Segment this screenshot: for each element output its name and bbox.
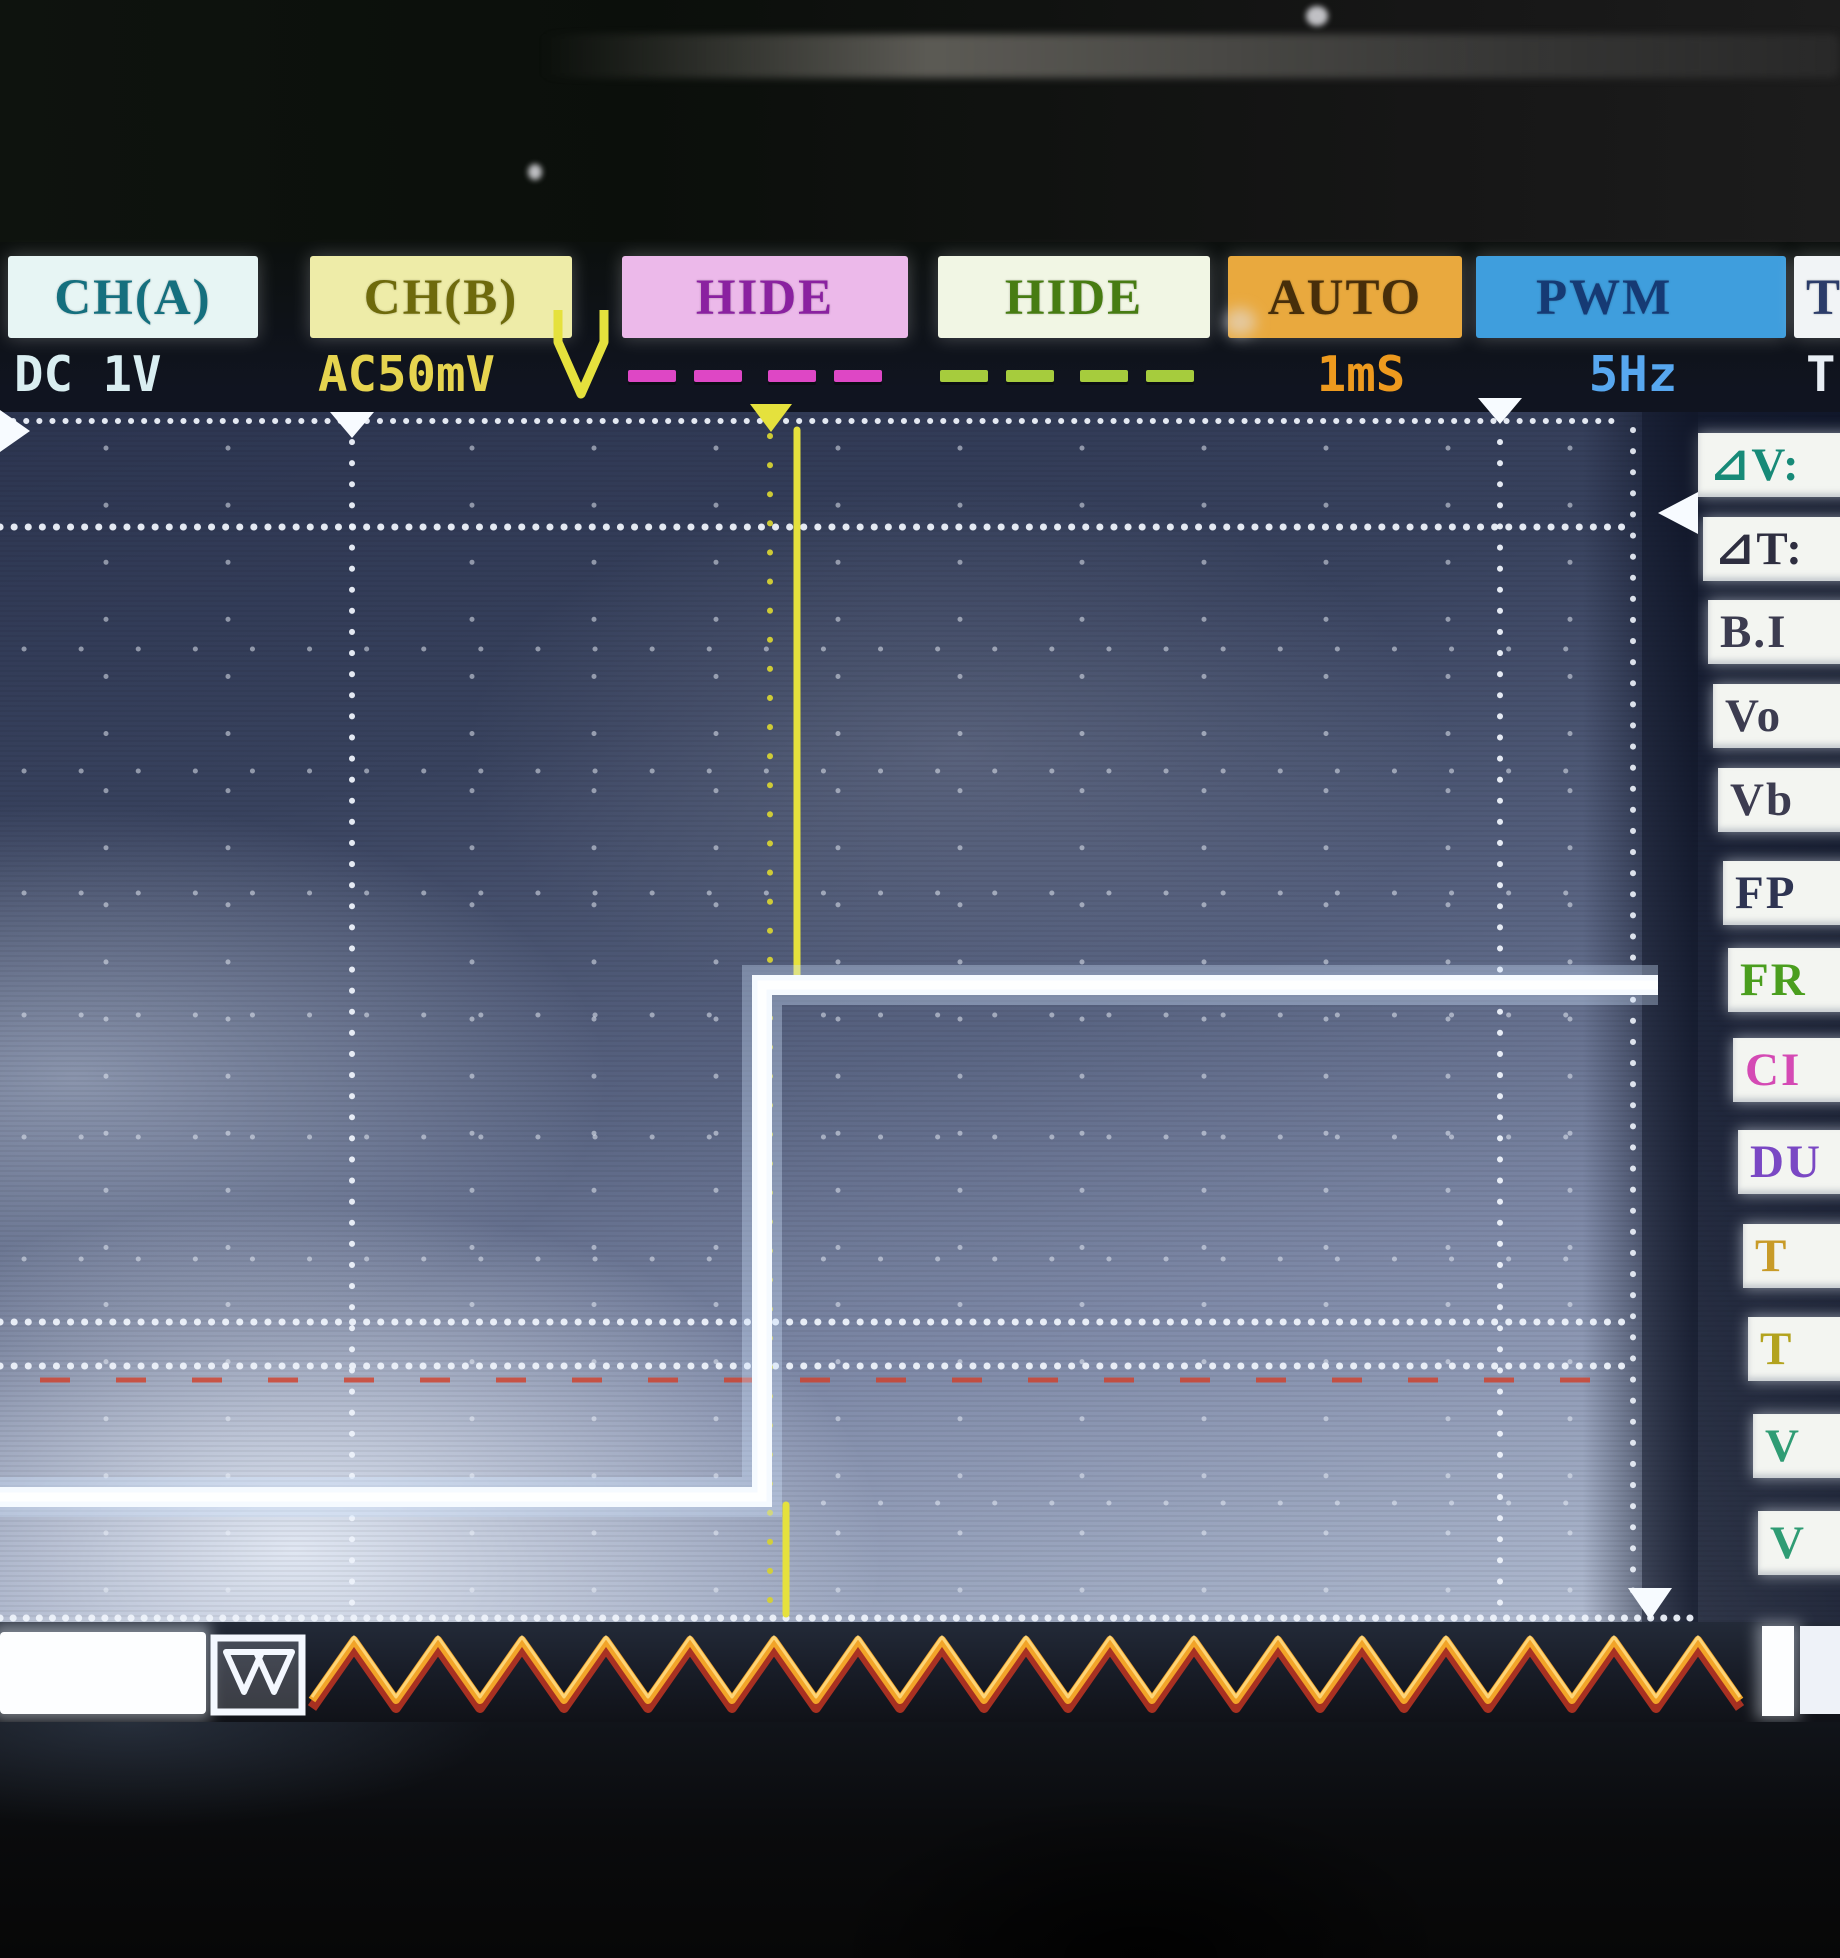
sidebar-item-12[interactable]: V — [1758, 1511, 1840, 1575]
sidebar-item-0[interactable]: ⊿V: — [1698, 433, 1840, 497]
sidebar-item-9[interactable]: T — [1743, 1224, 1840, 1288]
scroll-indicator-band — [0, 1622, 1840, 1722]
sidebar-item-3[interactable]: Vo — [1713, 684, 1840, 748]
hide-c-button[interactable]: HIDE — [622, 256, 908, 338]
hide-d-button-label: HIDE — [1004, 270, 1144, 326]
dust-speck — [528, 164, 542, 180]
auto-button-label: AUTO — [1267, 270, 1423, 326]
bezel-bottom — [0, 1722, 1840, 1958]
trigger-flag[interactable]: T — [1806, 346, 1836, 403]
hide-c-button-label: HIDE — [695, 270, 835, 326]
hide-d-button[interactable]: HIDE — [938, 256, 1210, 338]
sidebar-item-11[interactable]: V — [1753, 1414, 1840, 1478]
ch-b-setting[interactable]: AC50mV — [318, 346, 496, 403]
ch-a-setting[interactable]: DC 1V — [14, 346, 162, 403]
hidden-channel-dash — [694, 370, 742, 382]
sidebar-item-6[interactable]: FR — [1728, 948, 1840, 1012]
sidebar-item-8[interactable]: DU — [1738, 1130, 1840, 1194]
trig-button-label: T — [1805, 270, 1840, 326]
hidden-channel-dash — [1146, 370, 1194, 382]
sidebar-item-4[interactable]: Vb — [1718, 768, 1840, 832]
dust-speck — [1306, 6, 1328, 26]
sidebar-item-1[interactable]: ⊿T: — [1703, 517, 1840, 581]
hidden-channel-dash — [1080, 370, 1128, 382]
sidebar-item-10[interactable]: T — [1748, 1317, 1840, 1381]
hidden-channel-dash — [940, 370, 988, 382]
plot-background — [0, 412, 1840, 1622]
trig-button[interactable]: T — [1794, 256, 1840, 338]
auto-button[interactable]: AUTO — [1228, 256, 1462, 338]
bezel-top — [0, 0, 1840, 242]
sidebar-item-7[interactable]: CI — [1733, 1038, 1840, 1102]
ch-b-button-label: CH(B) — [363, 270, 519, 326]
ch-a-button[interactable]: CH(A) — [8, 256, 258, 338]
sidebar-item-5[interactable]: FP — [1723, 861, 1840, 925]
ch-c-setting-dashes[interactable] — [628, 344, 884, 406]
hidden-channel-dash — [768, 370, 816, 382]
pwm-rate-value[interactable]: 5Hz — [1588, 346, 1678, 403]
hidden-channel-dash — [628, 370, 676, 382]
ch-d-setting-dashes[interactable] — [940, 344, 1196, 406]
pwm-button[interactable]: PWM — [1476, 256, 1786, 338]
hidden-channel-dash — [834, 370, 882, 382]
pwm-button-label: PWM — [1536, 270, 1673, 326]
ch-b-button[interactable]: CH(B) — [310, 256, 572, 338]
hidden-channel-dash — [1006, 370, 1054, 382]
timebase-value[interactable]: 1mS — [1316, 346, 1406, 403]
shelf-edge-highlight — [540, 34, 1840, 78]
sidebar-item-2[interactable]: B.I — [1708, 600, 1840, 664]
ch-a-button-label: CH(A) — [54, 270, 212, 326]
